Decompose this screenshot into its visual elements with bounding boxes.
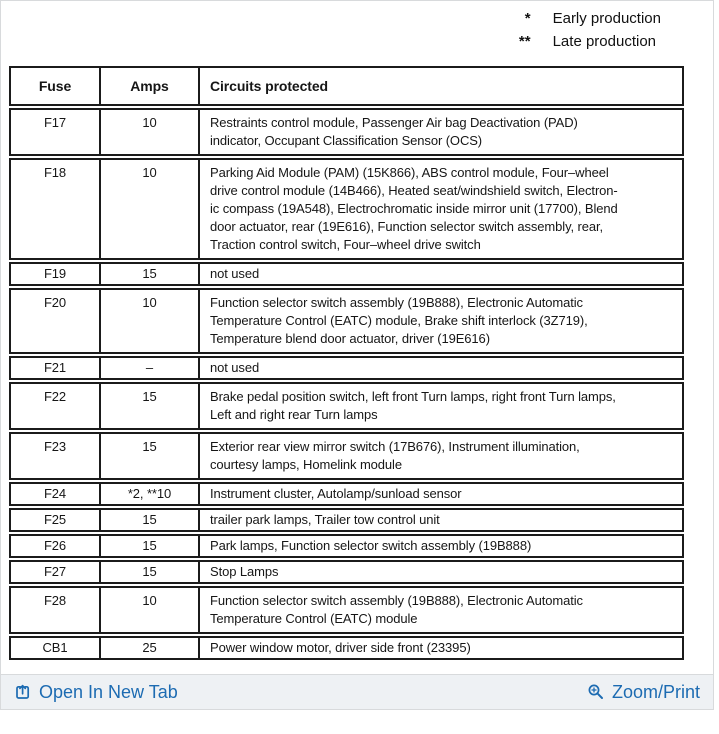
table-row: F27 15 Stop Lamps [9,560,684,584]
table-row: F21 – not used [9,356,684,380]
amps-cell: 15 [101,264,200,284]
fuse-cell: F26 [11,536,101,556]
fuse-cell: F19 [11,264,101,284]
legend-marker: * [524,10,531,27]
viewer-toolbar: Open In New Tab Zoom/Print [1,674,713,709]
fuse-table-body: F17 10 Restraints control module, Passen… [9,108,684,660]
open-in-new-tab-icon [16,684,30,699]
legend-label: Late production [552,33,657,50]
amps-cell: 10 [101,588,200,632]
circuits-cell: Stop Lamps [210,564,279,579]
table-row: F24 *2, **10 Instrument cluster, Autolam… [9,482,684,506]
circuits-cell: not used [210,360,260,375]
circuits-cell: not used [210,266,260,281]
fuse-cell: F17 [11,110,101,154]
table-row: CB1 25 Power window motor, driver side f… [9,636,684,660]
fuse-table: Fuse Amps Circuits protected F17 10 Rest… [9,66,684,662]
fuse-chart-document: * Early production ** Late production Fu… [1,1,713,674]
amps-cell: *2, **10 [101,484,200,504]
header-fuse: Fuse [11,68,101,104]
circuits-cell: Instrument cluster, Autolamp/sunload sen… [210,486,462,501]
fuse-cell: F27 [11,562,101,582]
amps-cell: 25 [101,638,200,658]
circuits-cell: Function selector switch assembly (19B88… [210,593,583,626]
fuse-cell: F28 [11,588,101,632]
circuits-cell: Power window motor, driver side front (2… [210,640,471,655]
fuse-cell: F18 [11,160,101,258]
zoom-print-link[interactable]: Zoom/Print [587,683,700,701]
circuits-cell: Exterior rear view mirror switch (17B676… [210,439,580,472]
legend-item-late: ** Late production [513,30,661,53]
table-row: F20 10 Function selector switch assembly… [9,288,684,354]
header-circuits: Circuits protected [210,78,328,94]
fuse-cell: F21 [11,358,101,378]
legend-marker: ** [518,33,531,50]
fuse-cell: F24 [11,484,101,504]
amps-cell: 10 [101,160,200,258]
legend-item-early: * Early production [513,7,661,30]
table-row: F22 15 Brake pedal position switch, left… [9,382,684,430]
fuse-cell: CB1 [11,638,101,658]
table-row: F28 10 Function selector switch assembly… [9,586,684,634]
table-row: F23 15 Exterior rear view mirror switch … [9,432,684,480]
circuits-cell: trailer park lamps, Trailer tow control … [210,512,440,527]
amps-cell: 15 [101,536,200,556]
zoom-print-label: Zoom/Print [611,682,700,702]
open-in-new-tab-label: Open In New Tab [39,682,178,702]
fuse-cell: F20 [11,290,101,352]
circuits-cell: Parking Aid Module (PAM) (15K866), ABS c… [210,165,618,252]
table-row: F18 10 Parking Aid Module (PAM) (15K866)… [9,158,684,260]
amps-cell: 10 [101,290,200,352]
header-amps: Amps [101,68,200,104]
table-header-row: Fuse Amps Circuits protected [9,66,684,106]
circuits-cell: Park lamps, Function selector switch ass… [210,538,532,553]
amps-cell: 15 [101,384,200,428]
circuits-cell: Function selector switch assembly (19B88… [210,295,588,346]
amps-cell: 15 [101,510,200,530]
production-legend: * Early production ** Late production [513,7,661,53]
table-row: F25 15 trailer park lamps, Trailer tow c… [9,508,684,532]
open-in-new-tab-link[interactable]: Open In New Tab [14,683,178,701]
table-row: F19 15 not used [9,262,684,286]
fuse-cell: F23 [11,434,101,478]
table-row: F17 10 Restraints control module, Passen… [9,108,684,156]
fuse-cell: F22 [11,384,101,428]
circuits-cell: Restraints control module, Passenger Air… [210,115,578,148]
amps-cell: 15 [101,562,200,582]
amps-cell: 10 [101,110,200,154]
circuits-cell: Brake pedal position switch, left front … [210,389,616,422]
amps-cell: – [101,358,200,378]
amps-cell: 15 [101,434,200,478]
document-viewer: * Early production ** Late production Fu… [0,0,714,710]
legend-label: Early production [552,10,661,27]
fuse-cell: F25 [11,510,101,530]
zoom-plus-icon [588,684,603,699]
table-row: F26 15 Park lamps, Function selector swi… [9,534,684,558]
